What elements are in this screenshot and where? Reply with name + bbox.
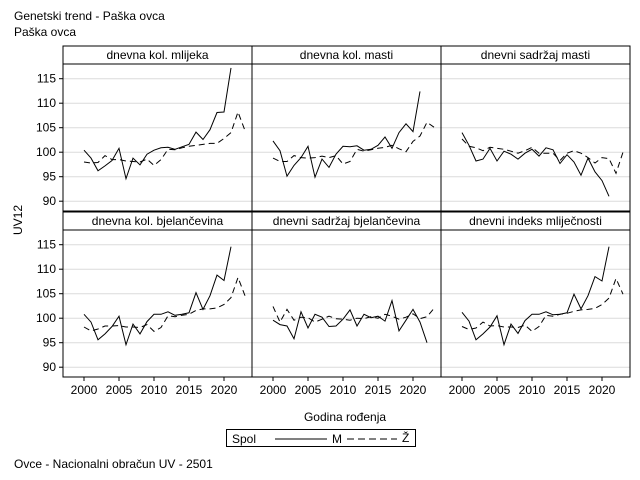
y-tick-label: 105 — [36, 287, 56, 301]
legend-label-m: M — [332, 432, 342, 446]
legend-label-z: Ž — [402, 431, 410, 445]
y-tick-label: 95 — [43, 170, 57, 184]
series-line-z — [272, 121, 435, 165]
footnote: Ovce - Nacionalni obračun UV - 2501 — [14, 457, 213, 471]
y-tick-label: 115 — [37, 238, 56, 252]
x-tick-label: 2015 — [176, 383, 203, 397]
panel-6: dnevni indeks mliječnosti 2000 2005 2010 201… — [440, 211, 631, 397]
y-axis-label: UV12 — [11, 205, 25, 235]
series-line-m — [83, 67, 232, 181]
x-tick-label: 2015 — [554, 383, 581, 397]
series-line-z — [83, 110, 246, 167]
y-tick-label: 110 — [37, 262, 56, 276]
legend-lines — [275, 438, 397, 440]
legend-title: Spol — [232, 432, 257, 446]
x-tick-label: 2000 — [260, 383, 287, 397]
x-tick-label: 2020 — [211, 383, 238, 397]
x-tick-label: 2000 — [449, 383, 476, 397]
x-tick-label: 2015 — [365, 383, 392, 397]
panel-title: dnevni sadržaj masti — [481, 48, 590, 62]
series-line-z — [461, 138, 624, 175]
panel-frame — [62, 63, 253, 212]
y-tick-label: 90 — [43, 194, 57, 208]
panel-title: dnevni indeks mliječnosti — [469, 214, 602, 228]
x-tick-label: 2005 — [295, 383, 322, 397]
series-line-m — [461, 132, 610, 197]
panel-1: dnevna kol. mlijeka 90 95 100 105 110 115 — [36, 45, 253, 212]
panel-title: dnevna kol. masti — [300, 48, 393, 62]
y-tick-label: 115 — [37, 72, 56, 86]
y-tick-label: 110 — [37, 96, 56, 110]
x-tick-label: 2020 — [589, 383, 616, 397]
y-tick-label: 90 — [43, 360, 57, 374]
panel-4: dnevna kol. bjelančevina 90 95 100 105 110 115… — [36, 211, 253, 397]
panel-5: dnevni sadržaj bjelančevina 2000 2005 2010 2… — [251, 211, 442, 397]
y-tick-label: 105 — [36, 121, 56, 135]
panel-2: dnevna kol. masti — [251, 45, 442, 212]
series-line-m — [272, 91, 421, 179]
series-line-z — [461, 277, 624, 333]
y-tick-label: 100 — [36, 311, 56, 325]
series-line-m — [272, 298, 428, 343]
panel-title: dnevna kol. bjelančevina — [92, 214, 224, 228]
x-tick-label: 2010 — [519, 383, 546, 397]
panel-title: dnevni sadržaj bjelančevina — [273, 214, 421, 228]
y-tick-label: 100 — [36, 145, 56, 159]
chart-title: Genetski trend - Paška ovca — [14, 9, 165, 23]
y-tick-label: 95 — [43, 336, 57, 350]
x-tick-label: 2005 — [106, 383, 133, 397]
x-axis-label: Godina rođenja — [304, 410, 386, 424]
series-line-m — [83, 246, 232, 347]
x-tick-label: 2010 — [330, 383, 357, 397]
chart-subtitle: Paška ovca — [14, 25, 77, 39]
x-tick-label: 2005 — [484, 383, 511, 397]
x-tick-label: 2020 — [400, 383, 427, 397]
series-line-z — [83, 276, 246, 333]
panel-frame — [440, 63, 631, 212]
panel-frame — [251, 229, 442, 378]
x-tick-label: 2000 — [71, 383, 98, 397]
x-tick-label: 2010 — [141, 383, 168, 397]
panel-frame — [62, 229, 253, 378]
legend: Spol M Ž — [226, 429, 416, 447]
panel-frame — [251, 63, 442, 212]
panel-title: dnevna kol. mlijeka — [106, 48, 208, 62]
series-line-m — [461, 246, 610, 347]
panel-3: dnevni sadržaj masti — [440, 45, 631, 212]
panel-frame — [440, 229, 631, 378]
